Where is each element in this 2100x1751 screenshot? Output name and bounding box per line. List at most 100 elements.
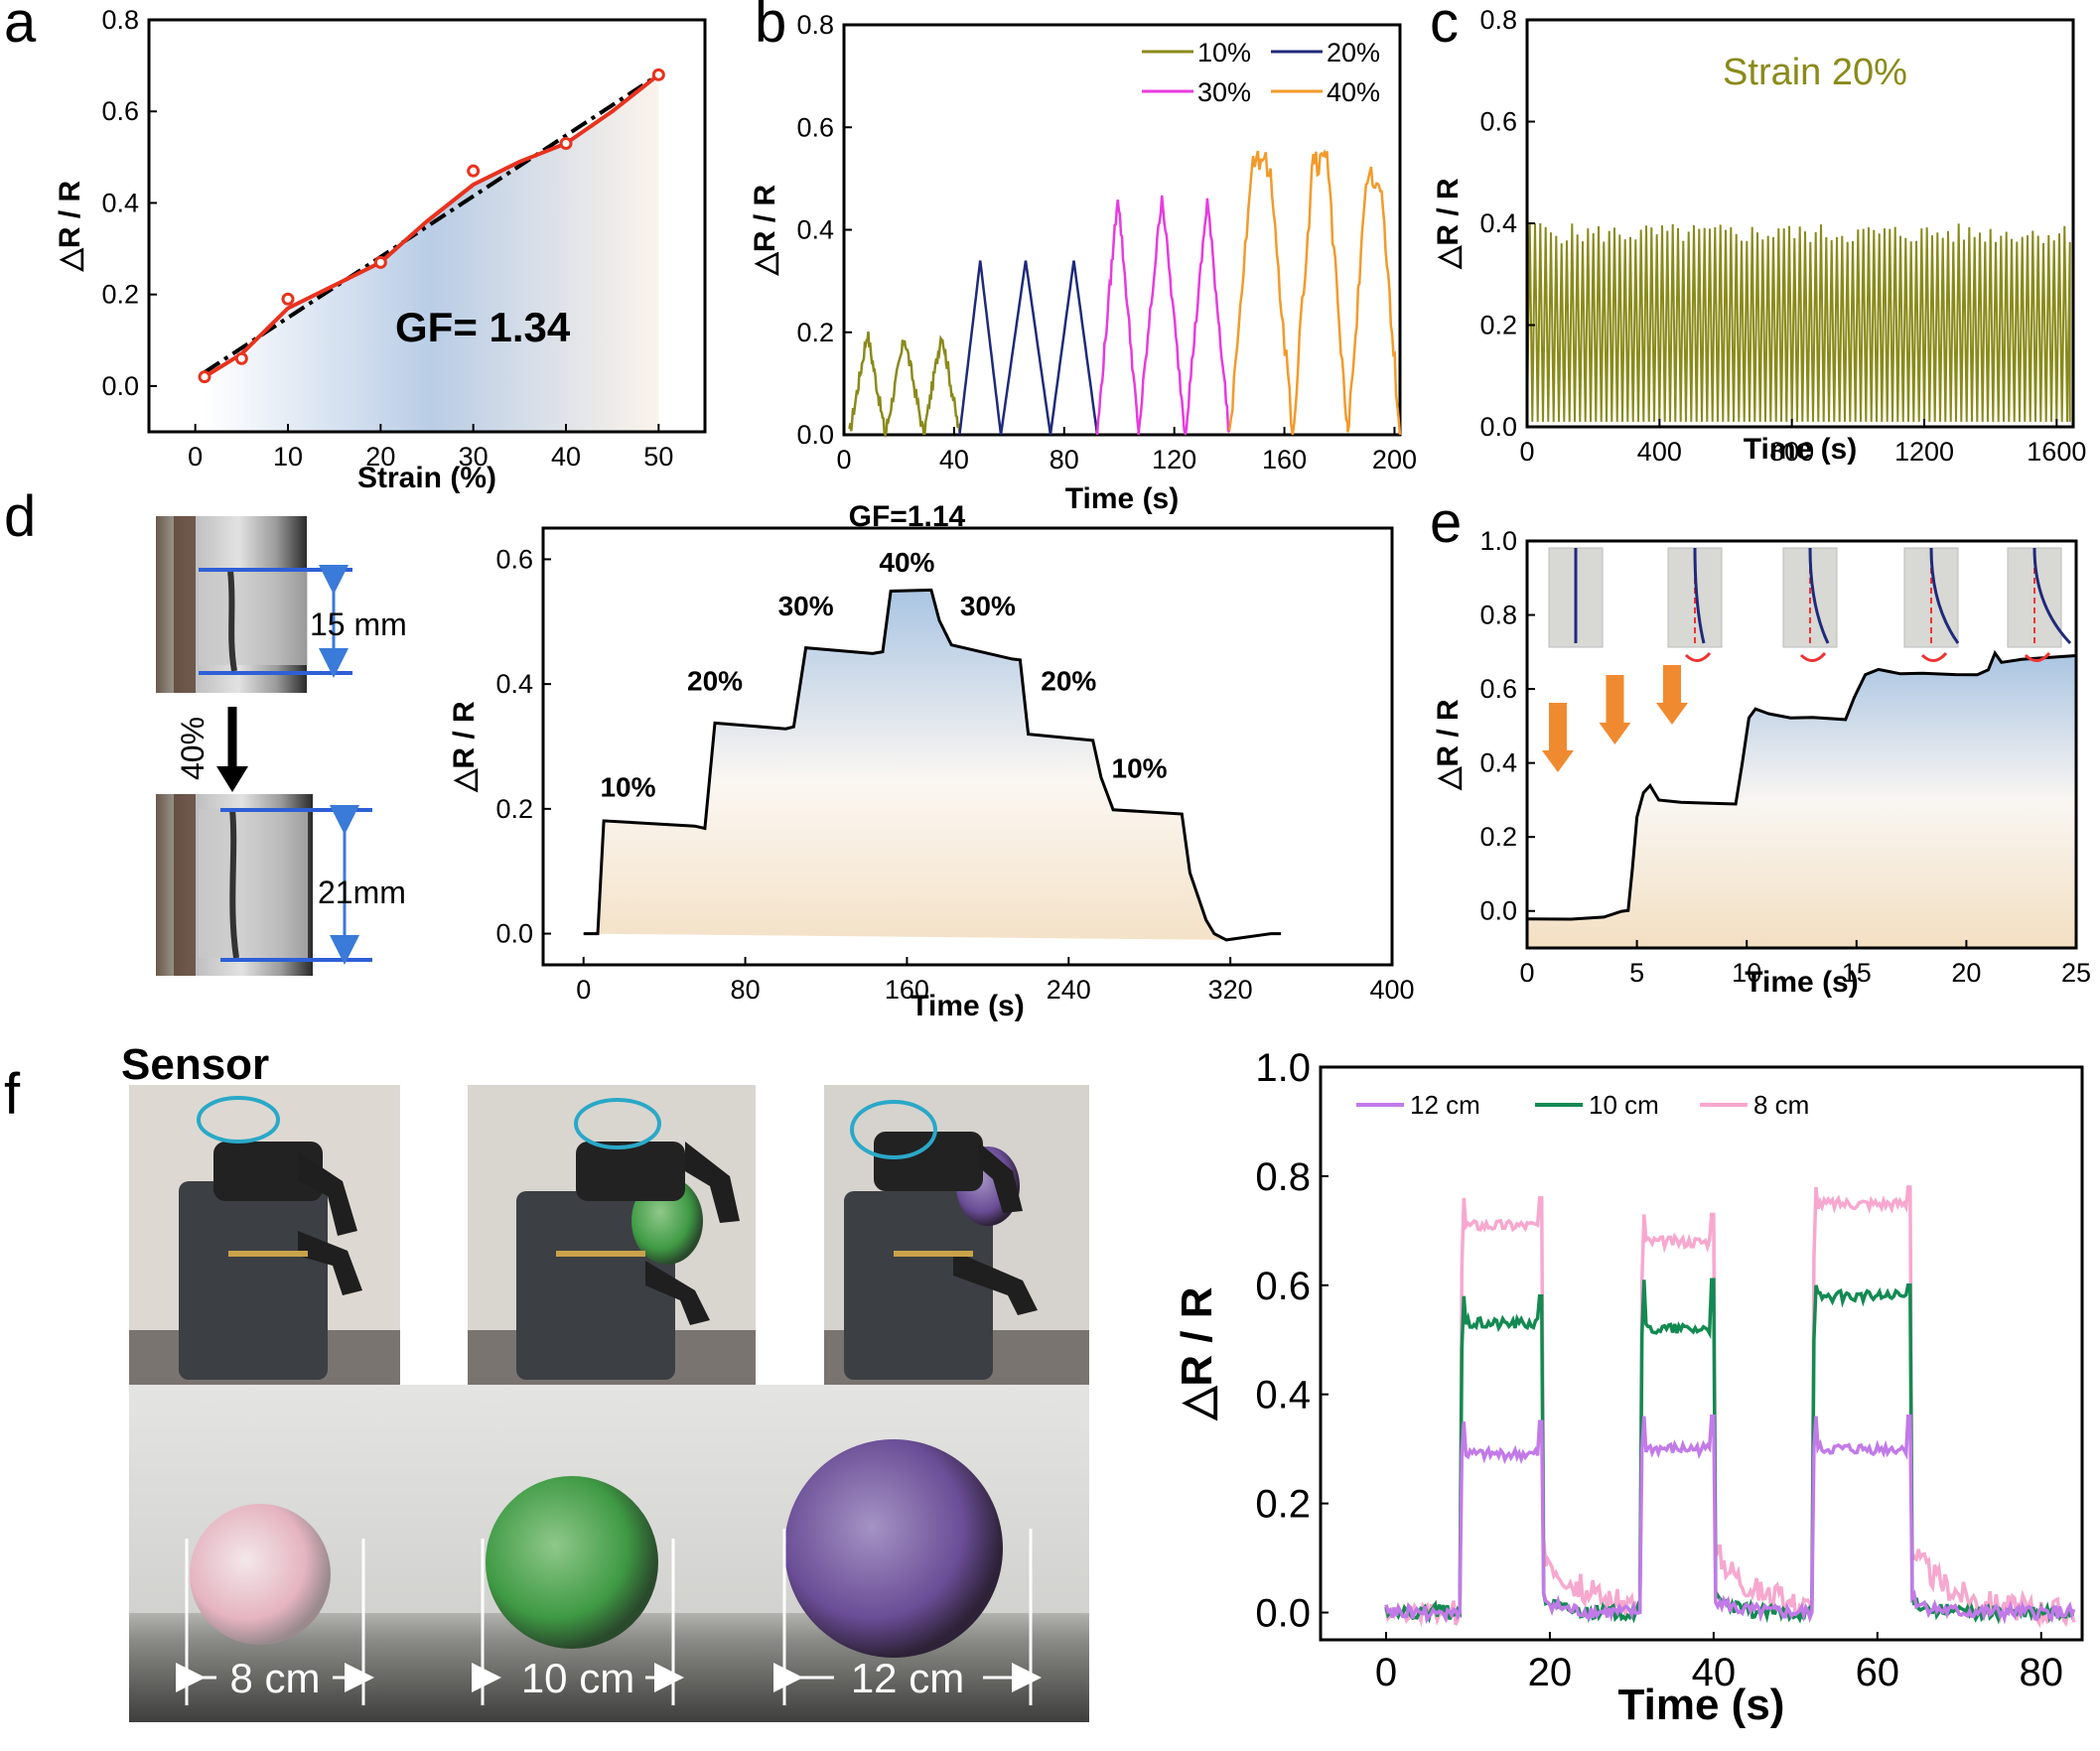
smooth-curve xyxy=(203,72,660,379)
x-tick-label: 320 xyxy=(1208,975,1253,1005)
ball-label-10cm: 10 cm xyxy=(521,1655,634,1701)
strain-label: 40% xyxy=(175,717,210,780)
y-tick-label: 0.6 xyxy=(1255,1265,1311,1308)
x-tick-label: 10 xyxy=(1732,958,1761,988)
step-label: 10% xyxy=(600,771,655,802)
sensor-label: Sensor xyxy=(121,1040,269,1089)
legend-label: 40% xyxy=(1327,77,1380,107)
y-axis-label: △R / R xyxy=(448,701,481,793)
series-line-10pct xyxy=(848,331,961,439)
y-tick-label: 0.6 xyxy=(1479,674,1517,704)
y-tick-label: 1.0 xyxy=(1479,526,1517,556)
step-label: 20% xyxy=(687,665,743,696)
x-tick-label: 5 xyxy=(1629,958,1644,988)
plot-frame xyxy=(147,18,707,434)
panel-label-f: f xyxy=(4,1062,21,1127)
data-point xyxy=(281,292,295,306)
data-point xyxy=(373,255,387,269)
orange-arrow-icon xyxy=(1541,750,1574,772)
x-tick-label: 30 xyxy=(459,442,489,471)
series-line-30pct xyxy=(1095,195,1231,436)
x-axis-label: Time (s) xyxy=(1745,966,1858,999)
y-tick-label: 0.0 xyxy=(1479,896,1517,926)
series-line-12-cm xyxy=(1384,1414,2076,1625)
y-tick-label: 0.2 xyxy=(1479,822,1517,852)
x-tick-label: 80 xyxy=(2020,1651,2064,1694)
y-tick-label: 0.2 xyxy=(495,794,533,824)
y-tick-label: 0.6 xyxy=(796,112,834,142)
chart-e-finger-bending: 0 5 10 15 20 25 0.0 0.2 0.4 0.6 0.8 1.0 Time (s) △R /… xyxy=(1432,526,2091,999)
legend-label: 8 cm xyxy=(1753,1090,1809,1120)
gf-annotation: GF= 1.34 xyxy=(395,304,571,350)
orange-arrow-icon xyxy=(1599,723,1631,744)
data-point xyxy=(467,164,481,178)
chart-d-step-strain: 0 80 160 240 320 400 0.0 0.2 0.4 0.6 Time (s) △R / … xyxy=(448,500,1415,1022)
strain-annotation: Strain 20% xyxy=(1723,52,1907,93)
x-tick-label: 25 xyxy=(2061,958,2091,988)
y-tick-label: 0.2 xyxy=(1479,311,1517,340)
series-line xyxy=(1526,649,2077,921)
y-axis-label: △R / R xyxy=(1432,699,1465,791)
chart-b-cyclic-strain: 0 40 80 120 160 200 0.0 0.2 0.4 0.6 0.8 Time (s) △R … xyxy=(749,10,1417,515)
plot-frame xyxy=(541,526,1394,967)
ball-label-8cm: 8 cm xyxy=(229,1655,320,1701)
plot-frame xyxy=(1525,18,2075,429)
x-tick-label: 40 xyxy=(551,442,581,471)
x-tick-label: 0 xyxy=(576,975,591,1005)
length-label-top: 15 mm xyxy=(310,606,407,642)
x-axis-label: Time (s) xyxy=(1744,433,1857,466)
y-tick-label: 0.8 xyxy=(1255,1155,1311,1199)
panel-label-e: e xyxy=(1430,490,1462,555)
x-tick-label: 1600 xyxy=(2027,437,2086,467)
panel-label-b: b xyxy=(755,0,786,55)
legend-label: 30% xyxy=(1197,77,1251,107)
y-tick-label: 0.6 xyxy=(1479,107,1517,137)
robot-photo-small-ball xyxy=(129,1085,400,1385)
step-label: 40% xyxy=(879,547,934,578)
x-tick-label: 160 xyxy=(1262,445,1307,474)
x-tick-label: 0 xyxy=(836,445,851,474)
y-tick-label: 1.0 xyxy=(1255,1046,1311,1090)
bend-arrow-icon xyxy=(1920,651,1948,662)
plot-frame xyxy=(1319,1065,2084,1642)
data-point xyxy=(651,67,665,81)
x-axis-label: Time (s) xyxy=(910,990,1024,1022)
x-tick-label: 200 xyxy=(1372,445,1417,474)
y-tick-label: 0.6 xyxy=(101,96,139,126)
y-tick-label: 0.2 xyxy=(101,280,139,310)
x-tick-label: 15 xyxy=(1842,958,1872,988)
y-axis-label: △R / R xyxy=(749,184,781,276)
ball-label-12cm: 12 cm xyxy=(851,1655,964,1701)
bend-inset-finger xyxy=(1808,547,1830,644)
data-point xyxy=(234,351,248,365)
panel-label-c: c xyxy=(1430,0,1459,55)
data-point xyxy=(559,137,573,150)
y-tick-label: 0.8 xyxy=(1479,5,1517,35)
x-tick-label: 400 xyxy=(1637,437,1682,467)
chart-f-grasp-response: 0 20 40 60 80 0.0 0.2 0.4 0.6 0.8 1.0 Time (s) △R / … xyxy=(1173,1046,2084,1729)
y-tick-label: 0.0 xyxy=(1479,412,1517,442)
bend-inset-finger xyxy=(1693,547,1706,644)
y-tick-label: 0.4 xyxy=(1479,208,1517,238)
x-tick-label: 50 xyxy=(643,442,673,471)
panel-label-a: a xyxy=(4,0,37,55)
plot-frame xyxy=(1525,539,2078,950)
y-axis-label: △R / R xyxy=(54,180,86,272)
x-tick-label: 0 xyxy=(1375,1651,1397,1694)
x-tick-label: 40 xyxy=(1692,1651,1737,1694)
x-tick-label: 60 xyxy=(1856,1651,1900,1694)
x-tick-label: 0 xyxy=(1519,437,1534,467)
step-label: 10% xyxy=(1112,752,1168,783)
y-tick-label: 0.6 xyxy=(495,544,533,574)
legend-label: 10 cm xyxy=(1589,1090,1659,1120)
y-axis-label: △R / R xyxy=(1173,1286,1221,1420)
step-label: 20% xyxy=(1041,665,1096,696)
linear-fit-line xyxy=(203,72,660,374)
robot-photo-large-ball xyxy=(824,1085,1089,1385)
ball-12cm xyxy=(784,1439,1003,1658)
x-tick-label: 80 xyxy=(731,975,761,1005)
y-tick-label: 0.4 xyxy=(1255,1374,1311,1417)
orange-arrow-shaft xyxy=(1548,703,1567,752)
y-tick-label: 0.2 xyxy=(1255,1483,1311,1527)
